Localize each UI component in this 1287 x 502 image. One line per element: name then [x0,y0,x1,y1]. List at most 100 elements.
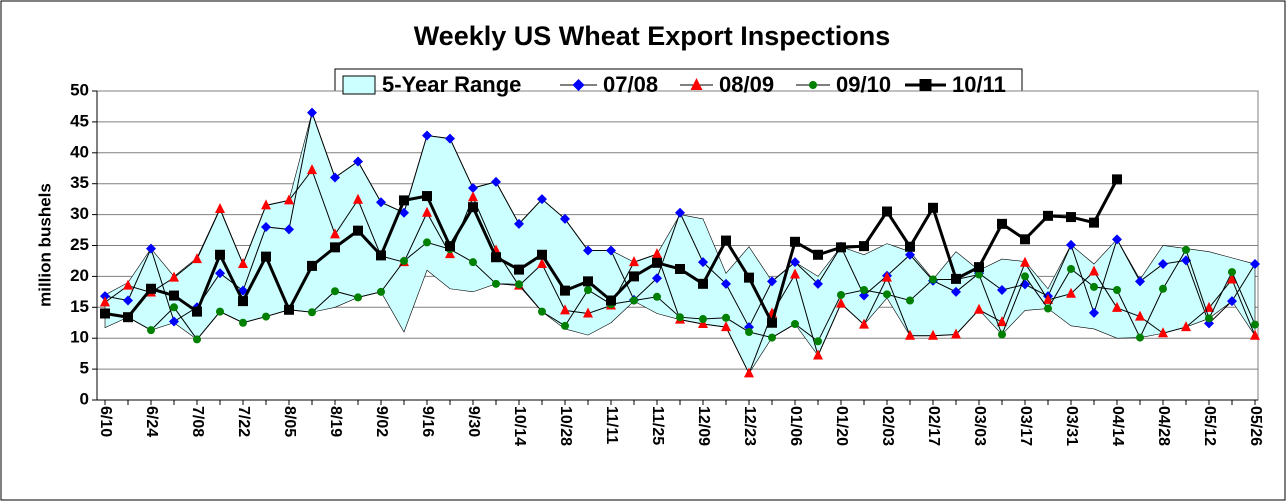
marker-square [1112,174,1122,185]
marker-diamond [767,276,777,287]
marker-square [284,304,294,315]
marker-diamond [813,278,823,289]
marker-triangle [307,164,317,175]
marker-square [468,202,478,213]
marker-circle [354,293,362,302]
marker-square [1089,217,1099,228]
marker-triangle [652,248,662,259]
marker-diamond [997,284,1007,295]
marker-circle [584,285,592,294]
marker-diamond [905,249,915,260]
marker-circle [630,296,638,305]
marker-triangle [1020,256,1030,267]
marker-triangle [468,191,478,202]
marker-diamond [307,107,317,118]
marker-circle [699,315,707,324]
marker-diamond [1250,259,1260,270]
marker-diamond [491,176,501,187]
marker-circle [469,258,477,267]
marker-circle [768,333,776,342]
marker-triangle [859,318,869,329]
marker-diamond [1066,239,1076,250]
y-axis-label: million bushels [35,183,54,307]
marker-circle [814,337,822,346]
x-tick-label: 03/17 [1017,406,1034,446]
marker-triangle [690,78,703,90]
marker-square [123,312,133,323]
y-tick-label: 40 [70,142,89,161]
marker-circle [1044,304,1052,313]
marker-circle [561,321,569,330]
marker-circle [998,330,1006,339]
marker-square [698,278,708,289]
marker-square [238,296,248,307]
marker-triangle [951,328,961,339]
marker-diamond [1112,234,1122,245]
marker-diamond [606,245,616,256]
marker-circle [1113,285,1121,294]
marker-square [491,252,501,263]
marker-diamond [790,257,800,268]
marker-triangle [721,321,731,332]
marker-triangle [192,253,202,264]
marker-circle [492,279,500,288]
marker-square [1043,210,1053,221]
marker-square [790,236,800,247]
marker-diamond [675,207,685,218]
marker-circle [331,287,339,296]
x-tick-label: 9/30 [465,406,482,437]
x-tick-label: 6/24 [143,406,160,437]
marker-circle [170,303,178,312]
marker-circle [791,319,799,328]
marker-diamond [215,268,225,279]
marker-triangle [1112,301,1122,312]
marker-square [652,257,662,268]
marker-circle [308,308,316,317]
marker-circle [745,328,753,337]
marker-triangle [1158,327,1168,338]
x-tick-label: 12/23 [741,406,758,446]
marker-square [721,235,731,246]
marker-square [928,202,938,213]
marker-square [583,276,593,287]
y-tick-label: 15 [70,297,89,316]
marker-diamond [123,295,133,306]
marker-triangle [744,367,754,378]
marker-diamond [422,130,432,141]
x-tick-label: 03/31 [1063,406,1080,446]
marker-triangle [1250,329,1260,340]
marker-square [537,249,547,260]
marker-triangle [1066,287,1076,298]
x-tick-label: 7/08 [189,406,206,437]
marker-diamond [261,221,271,232]
marker-square [146,283,156,294]
y-tick-label: 30 [70,204,89,223]
marker-triangle [629,256,639,267]
marker-circle [1205,314,1213,323]
marker-triangle [284,194,294,205]
marker-square [919,79,932,91]
marker-square [951,273,961,284]
y-tick-label: 35 [70,173,89,192]
marker-circle [1251,320,1259,329]
x-tick-label: 6/10 [97,406,114,437]
x-tick-label: 10/28 [557,406,574,446]
marker-square [399,195,409,206]
marker-circle [722,313,730,322]
marker-square [353,225,363,236]
marker-square [859,241,869,252]
marker-diamond [514,218,524,229]
marker-diamond [560,213,570,224]
marker-square [192,306,202,317]
marker-square [744,272,754,283]
marker-circle [1228,268,1236,277]
marker-triangle [238,258,248,269]
y-tick-label: 50 [70,80,89,99]
marker-square [215,249,225,260]
marker-triangle [560,304,570,315]
marker-triangle [1043,293,1053,304]
marker-circle [883,290,891,299]
marker-diamond [698,257,708,268]
marker-square [997,218,1007,229]
marker-circle [860,285,868,294]
